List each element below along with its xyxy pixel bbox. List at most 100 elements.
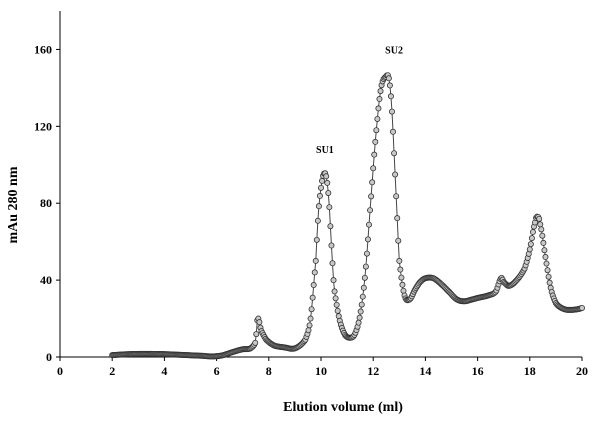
data-point <box>319 177 326 184</box>
data-point <box>527 241 534 248</box>
data-point <box>375 105 382 112</box>
y-axis-title: mAu 280 nm <box>6 166 21 243</box>
data-point <box>256 319 263 326</box>
x-tick-label: 6 <box>214 364 220 378</box>
data-point <box>392 171 399 178</box>
y-tick-label: 40 <box>40 273 52 287</box>
x-tick-label: 0 <box>57 364 63 378</box>
y-tick-label: 160 <box>34 42 52 56</box>
data-point <box>391 150 398 157</box>
data-point <box>328 242 335 249</box>
data-point <box>386 82 393 89</box>
data-point <box>317 184 324 191</box>
data-point <box>307 315 314 322</box>
data-point <box>325 189 332 196</box>
data-point <box>361 274 368 281</box>
x-tick-label: 4 <box>161 364 167 378</box>
data-point <box>579 304 586 311</box>
x-tick-label: 14 <box>419 364 431 378</box>
y-tick-label: 0 <box>46 350 52 364</box>
data-point <box>396 257 403 264</box>
data-point <box>324 179 331 186</box>
data-point <box>399 281 406 288</box>
data-point <box>312 257 319 264</box>
data-point <box>308 306 315 313</box>
data-point <box>538 226 545 233</box>
data-point <box>329 260 336 267</box>
data-point <box>388 108 395 115</box>
data-point <box>309 294 316 301</box>
data-point <box>544 267 551 274</box>
y-tick-label: 120 <box>34 119 52 133</box>
data-point <box>393 193 400 200</box>
x-tick-label: 12 <box>367 364 379 378</box>
data-point <box>311 269 318 276</box>
series-line <box>112 74 583 357</box>
data-point <box>372 138 379 145</box>
data-point <box>357 308 364 315</box>
x-ticks: 0 2 4 6 8 10 12 14 16 18 20 <box>57 357 588 378</box>
data-point <box>310 282 317 289</box>
x-tick-label: 2 <box>109 364 115 378</box>
data-point <box>545 273 552 280</box>
y-ticks: 0 40 80 120 160 <box>34 42 60 364</box>
x-tick-label: 20 <box>576 364 588 378</box>
data-point <box>330 277 337 284</box>
data-point <box>368 193 375 200</box>
data-point <box>371 151 378 158</box>
x-tick-label: 16 <box>472 364 484 378</box>
data-point <box>397 266 404 273</box>
data-point <box>252 339 259 346</box>
x-tick-label: 8 <box>266 364 272 378</box>
data-point <box>537 221 544 228</box>
data-point <box>546 279 553 286</box>
data-point <box>316 192 323 199</box>
data-point <box>331 288 338 295</box>
data-point <box>394 215 401 222</box>
data-point <box>398 274 405 281</box>
data-point <box>529 229 536 236</box>
data-point <box>390 128 397 135</box>
data-point <box>326 204 333 211</box>
data-point <box>362 263 369 270</box>
data-point <box>313 236 320 243</box>
data-point <box>528 235 535 242</box>
data-point <box>541 247 548 254</box>
annotations: SU1 SU2 <box>316 45 403 156</box>
data-point <box>332 295 339 302</box>
data-point <box>387 93 394 100</box>
data-point <box>367 207 374 214</box>
data-point <box>327 223 334 230</box>
data-point <box>395 237 402 244</box>
data-point <box>536 215 543 222</box>
data-point <box>540 239 547 246</box>
data-point <box>364 236 371 243</box>
data-point <box>377 88 384 95</box>
data-point <box>360 284 367 291</box>
data-point <box>376 96 383 103</box>
data-point <box>370 165 377 172</box>
data-point <box>543 260 550 267</box>
x-axis-title: Elution volume (ml) <box>283 400 403 415</box>
data-point <box>358 301 365 308</box>
data-point <box>333 301 340 308</box>
data-point <box>334 307 341 314</box>
data-point <box>374 115 381 122</box>
peak-label: SU1 <box>316 145 334 156</box>
data-point <box>314 217 321 224</box>
data-point <box>305 327 312 334</box>
data-point <box>315 203 322 210</box>
data-point <box>366 221 373 228</box>
plot-area <box>109 72 586 360</box>
y-tick-label: 80 <box>40 196 52 210</box>
data-point <box>539 232 546 239</box>
data-point <box>356 314 363 321</box>
data-point <box>253 331 260 338</box>
data-point <box>373 127 380 134</box>
data-point <box>542 254 549 261</box>
data-point <box>359 293 366 300</box>
data-point <box>526 246 533 253</box>
data-point <box>369 179 376 186</box>
data-point <box>385 75 392 82</box>
